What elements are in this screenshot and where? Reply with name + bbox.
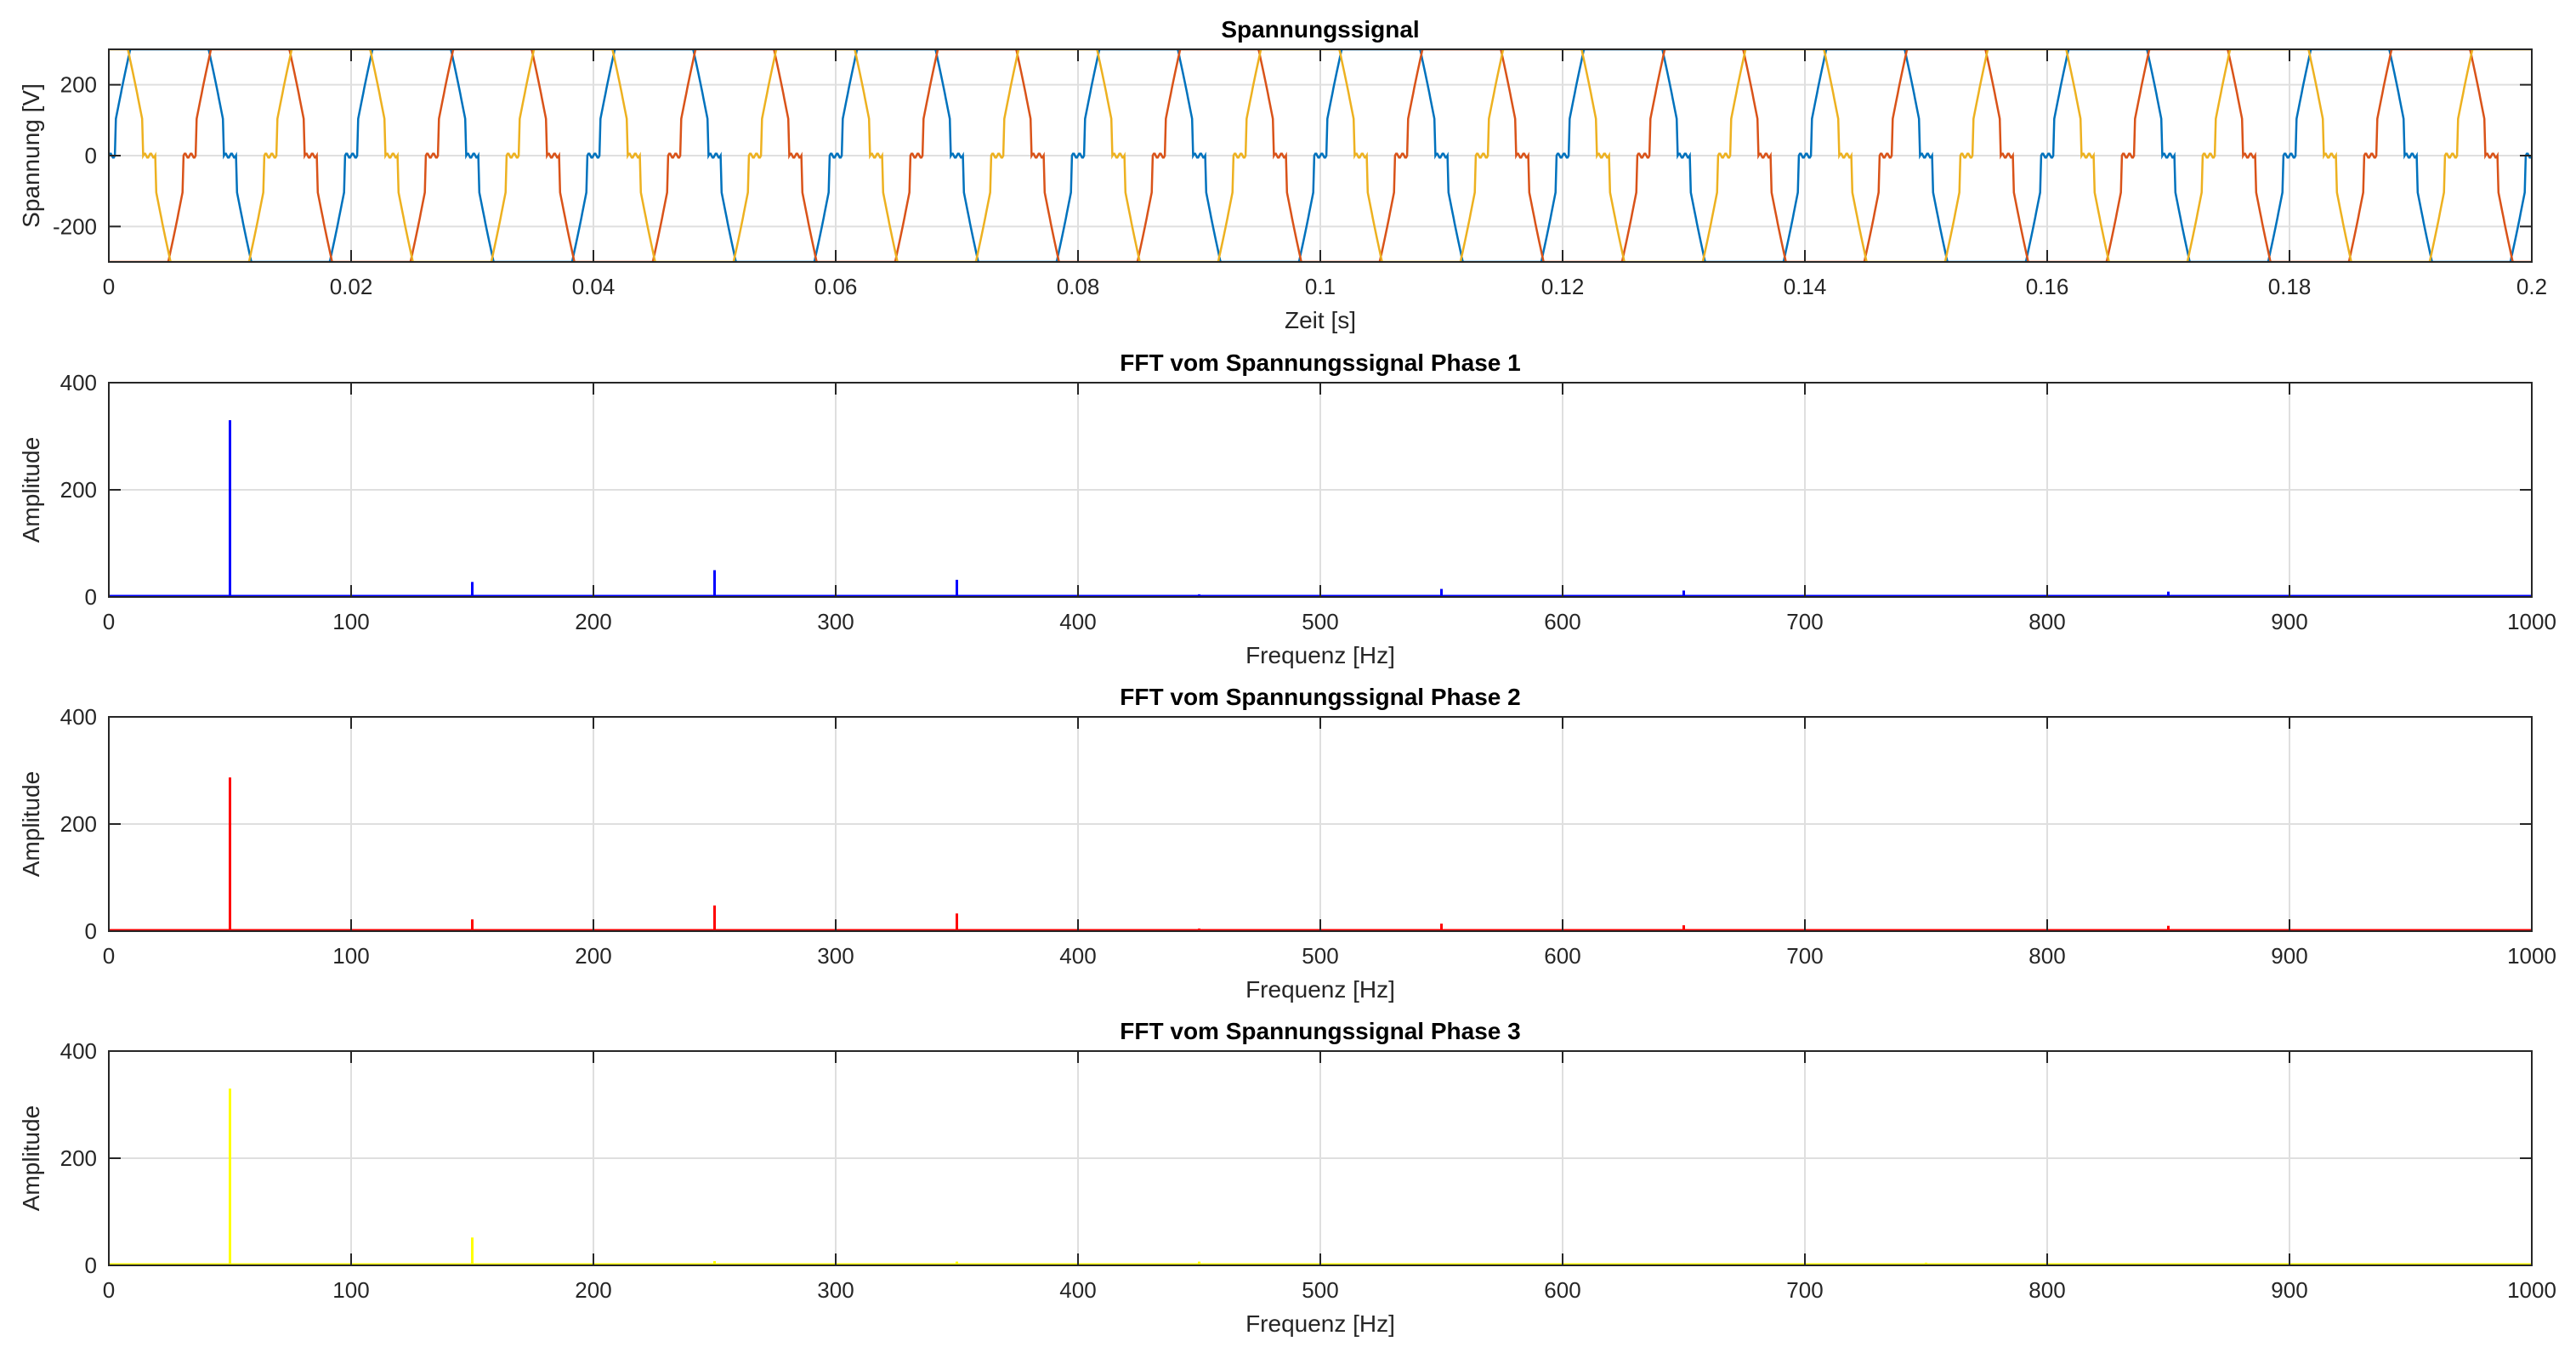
x-tick-label: 1000: [2507, 1277, 2556, 1303]
x-tick-label: 1000: [2507, 943, 2556, 969]
x-tick-label: 800: [2028, 943, 2065, 969]
chart-title: FFT vom Spannungssignal Phase 2: [1120, 684, 1520, 710]
x-tick-label: 600: [1544, 609, 1580, 634]
x-tick-label: 500: [1302, 1277, 1338, 1303]
y-tick-label: 200: [60, 72, 97, 98]
y-tick-label: 400: [60, 370, 97, 395]
x-tick-label: 200: [575, 943, 611, 969]
data-layer: [109, 49, 2532, 262]
chart-title: FFT vom Spannungssignal Phase 3: [1120, 1018, 1520, 1044]
series-line-phase-1: [109, 49, 2532, 262]
x-tick-label: 400: [1059, 1277, 1096, 1303]
subplot-2: 0 100 200 300 400 500 600 700 800 900 1000 0 200 400 F…: [18, 350, 2556, 668]
x-tick-label: 800: [2028, 609, 2065, 634]
x-tick-label: 0.04: [572, 274, 616, 299]
y-axis-label: Amplitude: [18, 1105, 44, 1212]
x-tick-label: 900: [2271, 1277, 2307, 1303]
y-axis-label: Amplitude: [18, 437, 44, 543]
x-tick-label: 700: [1786, 943, 1823, 969]
x-tick-label: 400: [1059, 943, 1096, 969]
x-tick-label: 200: [575, 609, 611, 634]
x-tick-label: 0.2: [2516, 274, 2547, 299]
x-tick-label: 0.02: [330, 274, 373, 299]
series-line-phase-3: [109, 49, 2532, 262]
x-tick-label: 100: [332, 1277, 369, 1303]
y-axis-label: Amplitude: [18, 771, 44, 878]
x-tick-label: 0.12: [1541, 274, 1585, 299]
y-tick-label: 0: [85, 918, 97, 944]
y-axis-label: Spannung [V]: [18, 83, 44, 228]
x-tick-label: 100: [332, 943, 369, 969]
x-tick-label: 0.08: [1057, 274, 1100, 299]
y-tick-label: 200: [60, 477, 97, 503]
x-tick-label: 200: [575, 1277, 611, 1303]
x-tick-label: 0: [103, 609, 115, 634]
x-axis-label: Zeit [s]: [1285, 307, 1356, 333]
x-tick-label: 600: [1544, 1277, 1580, 1303]
y-tick-label: 0: [85, 1253, 97, 1278]
x-tick-label: 300: [817, 943, 854, 969]
x-tick-label: 700: [1786, 609, 1823, 634]
x-tick-label: 0.06: [814, 274, 858, 299]
y-tick-label: 400: [60, 704, 97, 730]
y-tick-label: 200: [60, 1145, 97, 1171]
y-tick-label: 0: [85, 143, 97, 168]
y-tick-label: 400: [60, 1038, 97, 1064]
subplot-3: 0 100 200 300 400 500 600 700 800 900 1000 0 200 400 F…: [18, 684, 2556, 1003]
x-tick-label: 300: [817, 1277, 854, 1303]
x-tick-label: 100: [332, 609, 369, 634]
x-tick-label: 400: [1059, 609, 1096, 634]
chart-title: FFT vom Spannungssignal Phase 1: [1120, 350, 1520, 376]
series-line-phase-2: [109, 49, 2532, 262]
x-tick-label: 800: [2028, 1277, 2065, 1303]
y-tick-label: -200: [53, 213, 97, 239]
x-tick-label: 0: [103, 274, 115, 299]
y-tick-label: 0: [85, 584, 97, 610]
x-tick-label: 500: [1302, 609, 1338, 634]
x-tick-label: 0: [103, 943, 115, 969]
x-axis-label: Frequenz [Hz]: [1245, 642, 1395, 668]
x-tick-label: 0.1: [1305, 274, 1336, 299]
x-tick-label: 700: [1786, 1277, 1823, 1303]
x-tick-label: 1000: [2507, 609, 2556, 634]
chart-title: Spannungssignal: [1221, 16, 1419, 43]
y-tick-label: 200: [60, 811, 97, 837]
x-axis-label: Frequenz [Hz]: [1245, 1310, 1395, 1337]
x-tick-label: 600: [1544, 943, 1580, 969]
x-axis-label: Frequenz [Hz]: [1245, 976, 1395, 1003]
x-tick-label: 0.16: [2026, 274, 2069, 299]
subplot-4: 0 100 200 300 400 500 600 700 800 900 1000 0 200 400 F…: [18, 1018, 2556, 1337]
x-tick-label: 500: [1302, 943, 1338, 969]
x-tick-label: 0.18: [2268, 274, 2312, 299]
x-tick-label: 0.14: [1784, 274, 1827, 299]
x-tick-label: 300: [817, 609, 854, 634]
subplot-1: 0 0.02 0.04 0.06 0.08 0.1 0.12 0.14 0.16 0.18 0.2 -…: [18, 16, 2547, 333]
x-tick-label: 900: [2271, 609, 2307, 634]
x-tick-label: 900: [2271, 943, 2307, 969]
x-tick-label: 0: [103, 1277, 115, 1303]
